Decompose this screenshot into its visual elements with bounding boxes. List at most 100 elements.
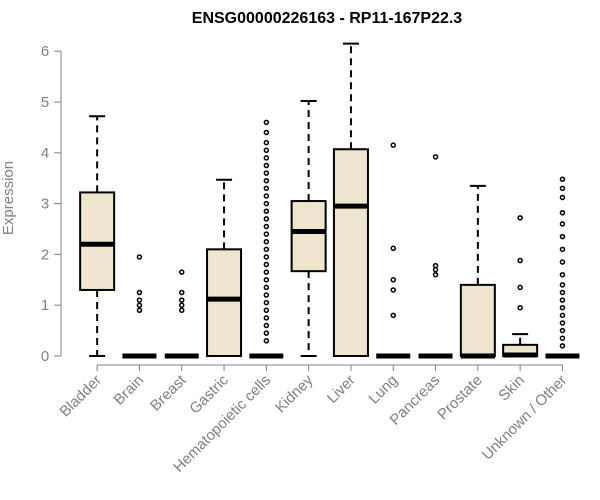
outlier-point bbox=[517, 284, 523, 291]
outlier-point bbox=[263, 322, 270, 329]
outlier-point bbox=[136, 307, 143, 314]
outlier-point bbox=[263, 177, 270, 184]
outlier-point bbox=[517, 215, 523, 221]
outlier-point bbox=[263, 139, 270, 146]
outlier-point bbox=[559, 209, 566, 216]
outlier-point bbox=[390, 142, 396, 148]
outlier-point bbox=[432, 271, 439, 278]
outlier-point bbox=[559, 221, 566, 227]
box-rect bbox=[79, 191, 116, 291]
outlier-point bbox=[559, 297, 566, 303]
box-rect bbox=[459, 283, 496, 358]
y-axis: 0 1 2 3 4 5 6 bbox=[41, 43, 62, 365]
x-tick-label: Liver bbox=[324, 372, 359, 407]
y-tick-label: 4 bbox=[41, 145, 49, 162]
box-bladder bbox=[79, 115, 116, 357]
outlier-point bbox=[559, 233, 566, 240]
outlier-point bbox=[263, 261, 270, 268]
outlier-point bbox=[390, 245, 396, 252]
outlier-point bbox=[559, 312, 566, 319]
box-rect bbox=[206, 248, 243, 358]
outlier-point bbox=[136, 254, 143, 260]
outlier-point bbox=[263, 200, 270, 207]
outlier-point bbox=[263, 284, 270, 291]
outlier-point bbox=[263, 238, 270, 245]
outlier-point bbox=[390, 277, 396, 283]
outlier-point bbox=[136, 297, 143, 303]
box-lung bbox=[376, 142, 411, 359]
outlier-point bbox=[517, 257, 523, 264]
outlier-point bbox=[263, 269, 270, 275]
box-kidney bbox=[290, 99, 327, 357]
box-brain bbox=[122, 254, 157, 359]
outlier-point bbox=[136, 302, 143, 308]
box-skin bbox=[502, 215, 539, 358]
boxes-group bbox=[79, 42, 580, 359]
outlier-point bbox=[263, 119, 270, 126]
outlier-point bbox=[179, 269, 185, 275]
outlier-point bbox=[559, 289, 566, 296]
outlier-point bbox=[559, 271, 566, 278]
outlier-point bbox=[263, 315, 270, 321]
outlier-point bbox=[263, 231, 270, 237]
outlier-point bbox=[263, 246, 270, 253]
outlier-point bbox=[559, 246, 566, 253]
chart-title: ENSG00000226163 - RP11-167P22.3 bbox=[192, 10, 463, 27]
outlier-point bbox=[179, 302, 185, 308]
outlier-point bbox=[390, 312, 396, 319]
outlier-point bbox=[263, 185, 270, 192]
outlier-point bbox=[559, 320, 566, 326]
box-prostate bbox=[459, 184, 496, 359]
box-rect bbox=[332, 148, 369, 357]
outlier-point bbox=[263, 277, 270, 283]
box-gastric bbox=[206, 178, 243, 358]
outlier-point bbox=[263, 338, 270, 344]
x-tick-label: Skin bbox=[495, 372, 528, 405]
outlier-point bbox=[559, 176, 566, 182]
outlier-point bbox=[263, 254, 270, 260]
outlier-point bbox=[263, 193, 270, 199]
outlier-point bbox=[263, 223, 270, 230]
y-tick-label: 3 bbox=[41, 196, 49, 213]
outlier-point bbox=[263, 292, 270, 298]
outlier-point bbox=[263, 216, 270, 222]
outlier-point bbox=[559, 343, 566, 349]
outlier-point bbox=[559, 327, 566, 334]
outlier-point bbox=[263, 299, 270, 306]
outlier-point bbox=[263, 147, 270, 154]
outlier-point bbox=[179, 297, 185, 303]
x-tick-label: Brain bbox=[110, 372, 147, 409]
y-tick-label: 5 bbox=[41, 94, 49, 111]
y-tick-label: 0 bbox=[41, 348, 49, 365]
y-tick-label: 2 bbox=[41, 246, 49, 263]
outlier-point bbox=[432, 154, 439, 160]
box-unknown-other bbox=[545, 176, 580, 359]
outlier-point bbox=[263, 129, 270, 136]
x-tick-label: Breast bbox=[147, 371, 190, 414]
outlier-point bbox=[390, 287, 396, 293]
x-tick-label: Prostate bbox=[434, 372, 486, 424]
outlier-point bbox=[559, 304, 566, 311]
y-tick-label: 6 bbox=[41, 43, 49, 60]
outlier-point bbox=[263, 162, 270, 169]
x-tick-label: Lung bbox=[365, 372, 401, 408]
outlier-point bbox=[263, 208, 270, 214]
x-tick-label: Bladder bbox=[56, 372, 105, 421]
outlier-point bbox=[432, 262, 439, 269]
outlier-point bbox=[263, 155, 270, 161]
outlier-point bbox=[559, 259, 566, 265]
outlier-point bbox=[559, 282, 566, 288]
outlier-point bbox=[517, 304, 523, 311]
outlier-point bbox=[136, 289, 143, 296]
outlier-point bbox=[559, 185, 566, 192]
outlier-point bbox=[263, 170, 270, 176]
x-tick-label: Kidney bbox=[272, 371, 317, 416]
outlier-point bbox=[179, 289, 185, 296]
box-liver bbox=[332, 42, 369, 357]
outlier-point bbox=[559, 335, 566, 341]
outlier-point bbox=[263, 307, 270, 314]
box-hematopoietic-cells bbox=[249, 119, 284, 359]
y-axis-label: Expression bbox=[0, 161, 17, 235]
